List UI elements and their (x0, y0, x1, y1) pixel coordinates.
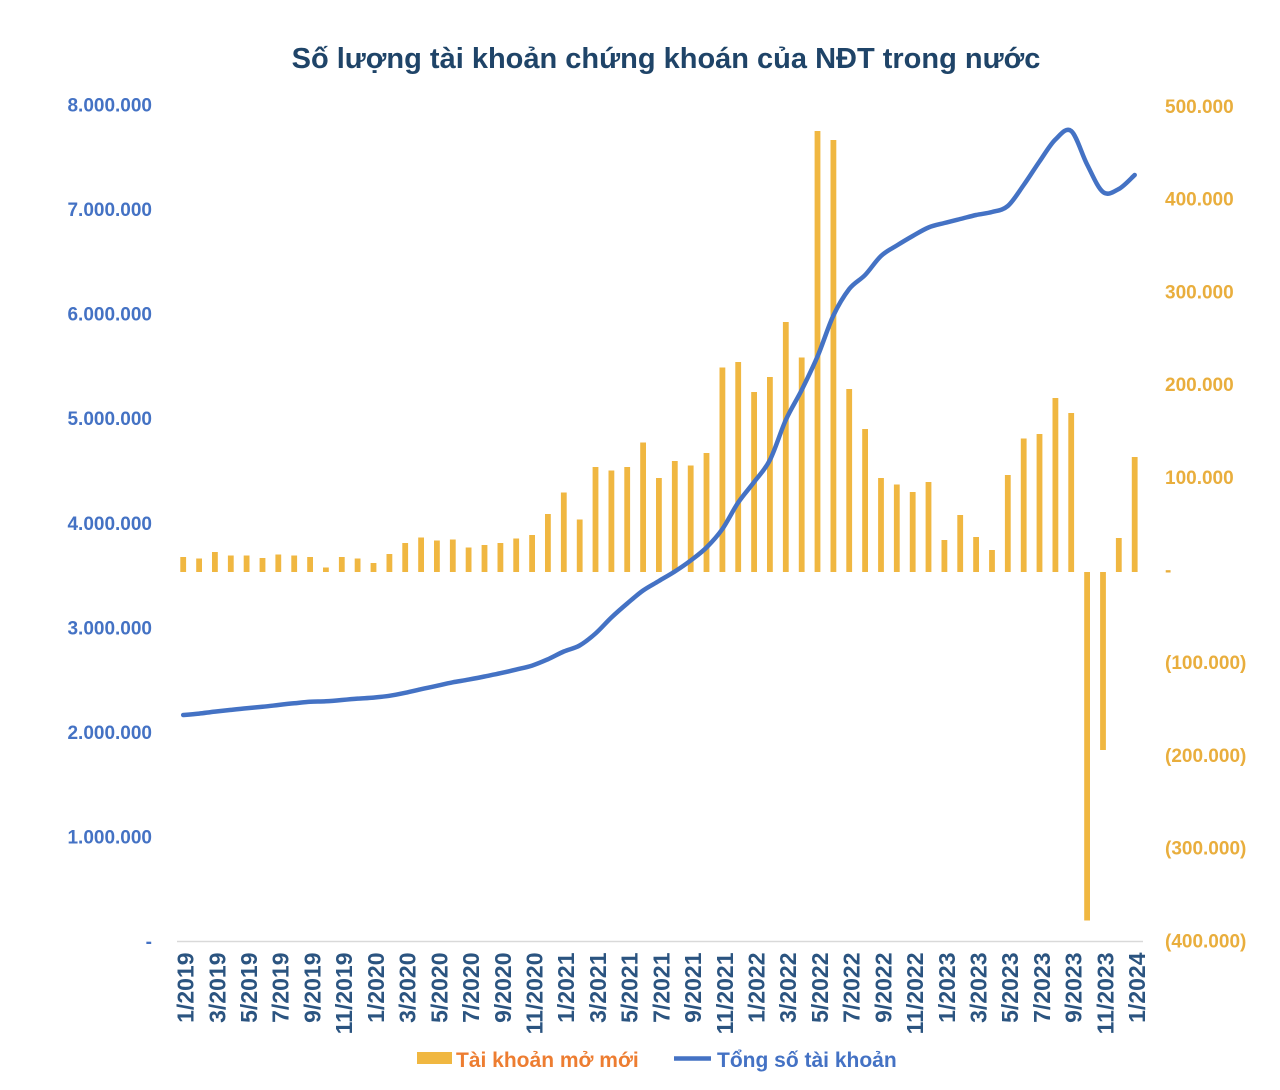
svg-text:1/2022: 1/2022 (744, 953, 770, 1023)
svg-text:3/2023: 3/2023 (966, 953, 992, 1023)
svg-text:2.000.000: 2.000.000 (67, 723, 152, 744)
svg-text:11/2022: 11/2022 (902, 953, 928, 1035)
svg-text:1/2021: 1/2021 (553, 952, 579, 1023)
svg-text:6.000.000: 6.000.000 (67, 305, 152, 326)
svg-text:11/2023: 11/2023 (1092, 953, 1118, 1035)
svg-text:Tài khoản mở mới: Tài khoản mở mới (456, 1049, 639, 1072)
svg-text:3/2020: 3/2020 (395, 953, 421, 1023)
svg-text:5/2022: 5/2022 (807, 953, 833, 1023)
svg-text:1.000.000: 1.000.000 (67, 828, 152, 849)
svg-text:7/2022: 7/2022 (839, 953, 865, 1023)
svg-text:9/2022: 9/2022 (870, 953, 896, 1023)
svg-text:7.000.000: 7.000.000 (67, 200, 152, 221)
svg-text:7/2019: 7/2019 (268, 953, 294, 1023)
svg-text:500.000: 500.000 (1165, 97, 1234, 118)
svg-text:(300.000): (300.000) (1165, 839, 1246, 860)
svg-text:11/2021: 11/2021 (712, 952, 738, 1034)
svg-text:9/2023: 9/2023 (1061, 953, 1087, 1023)
svg-text:(100.000): (100.000) (1165, 653, 1246, 674)
svg-text:5/2021: 5/2021 (617, 952, 643, 1023)
svg-text:1/2019: 1/2019 (173, 953, 199, 1023)
svg-text:9/2020: 9/2020 (490, 953, 516, 1023)
svg-text:100.000: 100.000 (1165, 468, 1234, 489)
svg-text:5/2019: 5/2019 (236, 953, 262, 1023)
svg-text:9/2021: 9/2021 (680, 952, 706, 1023)
svg-text:3/2019: 3/2019 (204, 953, 230, 1023)
svg-text:11/2020: 11/2020 (522, 953, 548, 1035)
svg-text:7/2020: 7/2020 (458, 953, 484, 1023)
svg-text:5.000.000: 5.000.000 (67, 409, 152, 430)
svg-text:1/2023: 1/2023 (934, 953, 960, 1023)
svg-text:Số lượng tài khoản chứng khoán: Số lượng tài khoản chứng khoán của NĐT t… (292, 43, 1041, 75)
svg-text:3/2021: 3/2021 (585, 952, 611, 1023)
svg-text:400.000: 400.000 (1165, 190, 1234, 211)
svg-text:7/2023: 7/2023 (1029, 953, 1055, 1023)
svg-text:5/2023: 5/2023 (997, 953, 1023, 1023)
svg-text:1/2024: 1/2024 (1124, 952, 1150, 1023)
svg-text:4.000.000: 4.000.000 (67, 514, 152, 535)
svg-text:5/2020: 5/2020 (426, 953, 452, 1023)
svg-text:-: - (1165, 561, 1171, 582)
svg-text:11/2019: 11/2019 (331, 953, 357, 1035)
svg-text:8.000.000: 8.000.000 (67, 96, 152, 117)
svg-text:3.000.000: 3.000.000 (67, 618, 152, 639)
svg-text:300.000: 300.000 (1165, 282, 1234, 303)
svg-text:(400.000): (400.000) (1165, 931, 1246, 952)
svg-text:Tổng số tài khoản: Tổng số tài khoản (717, 1049, 897, 1072)
svg-text:(200.000): (200.000) (1165, 746, 1246, 767)
svg-text:3/2022: 3/2022 (775, 953, 801, 1023)
svg-text:200.000: 200.000 (1165, 375, 1234, 396)
svg-text:9/2019: 9/2019 (300, 953, 326, 1023)
svg-text:-: - (146, 932, 152, 953)
svg-text:7/2021: 7/2021 (648, 952, 674, 1023)
svg-text:1/2020: 1/2020 (363, 953, 389, 1023)
